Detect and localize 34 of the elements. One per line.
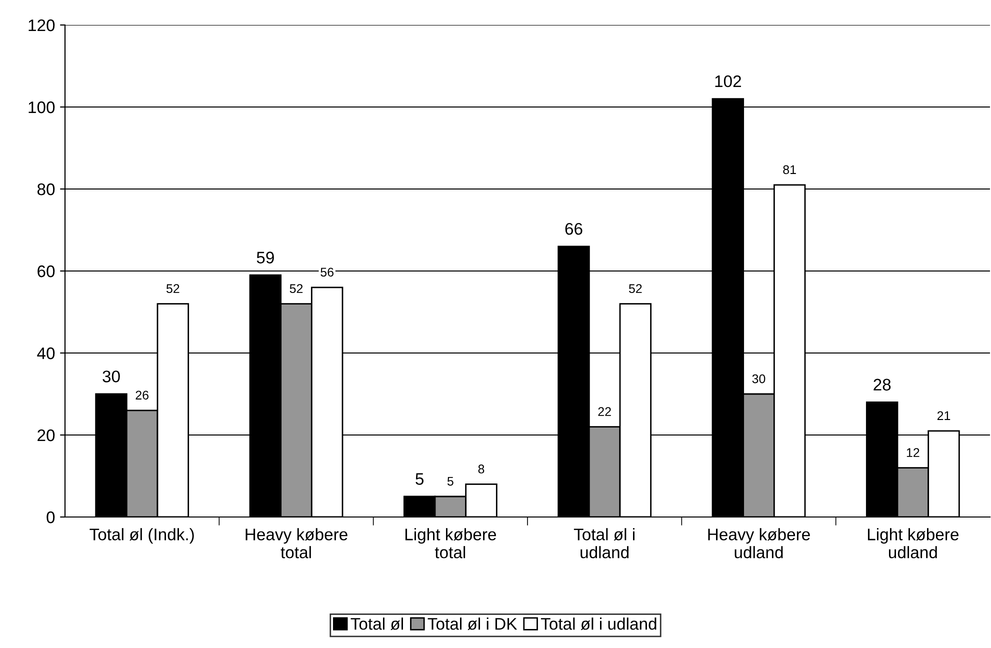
legend-label: Total øl i udland: [540, 618, 656, 630]
data-label: 30: [752, 374, 766, 384]
y-tick-label: 40: [37, 347, 55, 360]
data-label: 26: [136, 390, 148, 400]
y-tick-label: 80: [37, 183, 55, 196]
data-label: 5: [447, 476, 454, 486]
data-label: 52: [628, 284, 642, 293]
data-label: 30: [102, 370, 120, 382]
x-tick-label: Total øl (Indk.): [90, 528, 194, 544]
y-tick-label: 100: [28, 101, 55, 114]
data-label: 102: [715, 75, 741, 88]
x-tick-label: Total øl i udland: [574, 528, 634, 558]
y-tick-label: 60: [38, 265, 55, 278]
data-label: 12: [906, 448, 920, 457]
y-tick-label: 120: [28, 19, 55, 32]
data-label: 22: [598, 407, 611, 416]
legend-label: Total øl i DK: [428, 618, 518, 630]
data-label: 56: [320, 268, 334, 277]
x-tick-label: Light købere udland: [868, 528, 958, 558]
x-tick-label: Heavy købere total: [246, 528, 348, 558]
y-tick-label: 20: [38, 429, 55, 442]
data-label: 66: [565, 222, 582, 235]
data-label: 81: [783, 165, 796, 174]
data-label: 59: [256, 252, 274, 264]
x-tick-label: Light købere total: [405, 528, 496, 558]
y-tick-label: 0: [46, 511, 55, 524]
data-label: 5: [416, 473, 424, 485]
legend-label: Total øl: [350, 618, 403, 630]
data-label: 52: [166, 284, 180, 293]
data-label: 21: [937, 411, 950, 420]
data-label: 52: [290, 284, 303, 293]
data-label: 28: [874, 378, 891, 391]
data-label: 8: [478, 464, 484, 474]
x-tick-label: Heavy købere udland: [708, 528, 810, 558]
